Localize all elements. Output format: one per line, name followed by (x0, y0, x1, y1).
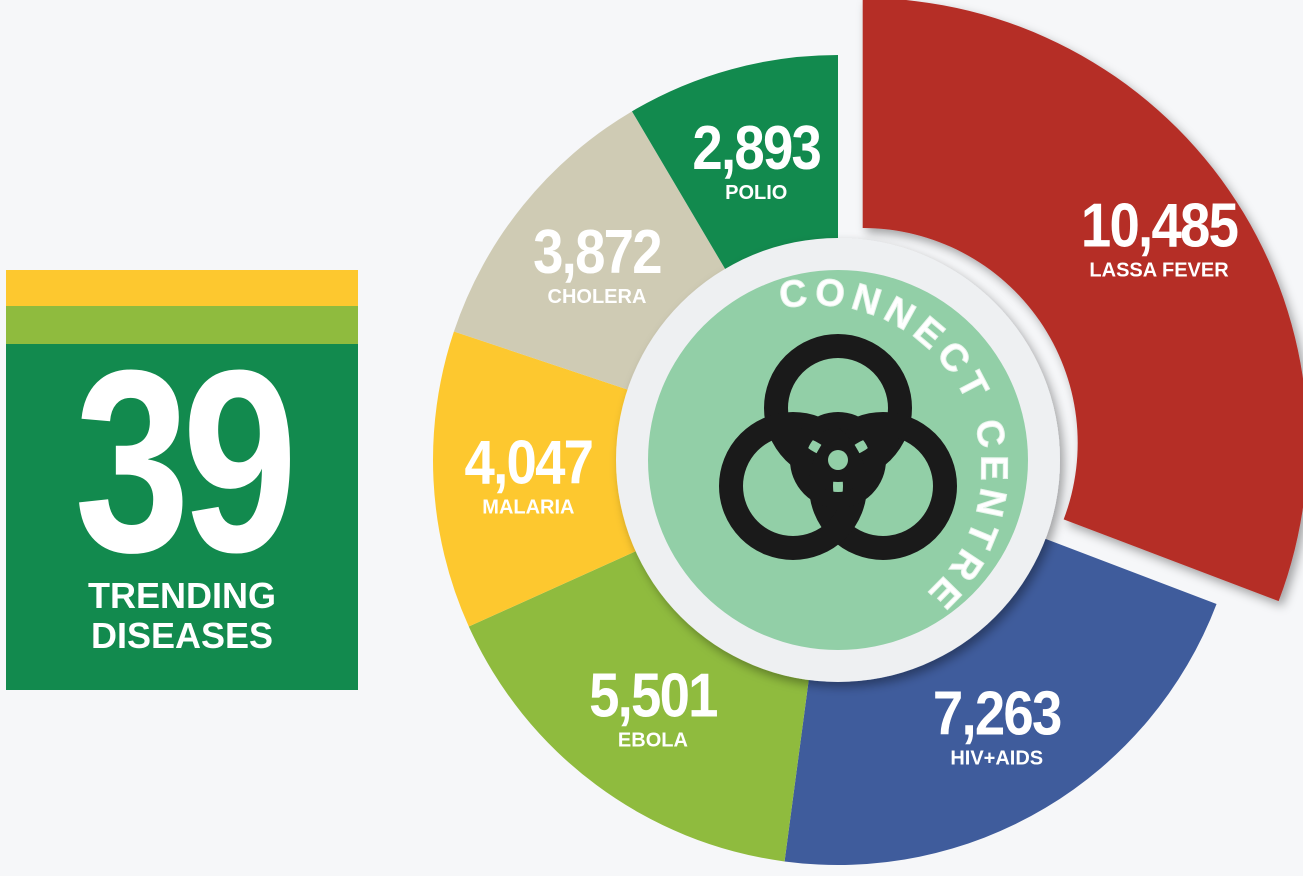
slice (453, 111, 729, 392)
slice (468, 548, 810, 862)
value-label: 3,872 (533, 218, 661, 287)
band (6, 306, 358, 344)
value-label: 7,263 (933, 679, 1061, 748)
slice (862, 0, 1303, 602)
category-label: CHOLERA (548, 286, 647, 308)
count-label: TRENDING DISEASES (88, 575, 276, 656)
slice (433, 331, 643, 627)
value-label: 2,893 (692, 114, 820, 183)
value-label: 5,501 (589, 661, 717, 730)
category-label: HIV+AIDS (950, 747, 1043, 769)
band (6, 270, 358, 306)
slice (784, 536, 1217, 866)
category-label: MALARIA (482, 497, 574, 519)
category-label: LASSA FEVER (1089, 260, 1229, 282)
biohazard-icon (719, 334, 957, 560)
slice (631, 55, 838, 275)
summary-panel: 39 TRENDING DISEASES (6, 270, 358, 690)
count: 39 (74, 317, 297, 607)
category-label: POLIO (725, 182, 787, 204)
value-label: 10,485 (1081, 191, 1238, 260)
value-label: 4,047 (465, 428, 593, 497)
category-label: EBOLA (618, 730, 688, 752)
